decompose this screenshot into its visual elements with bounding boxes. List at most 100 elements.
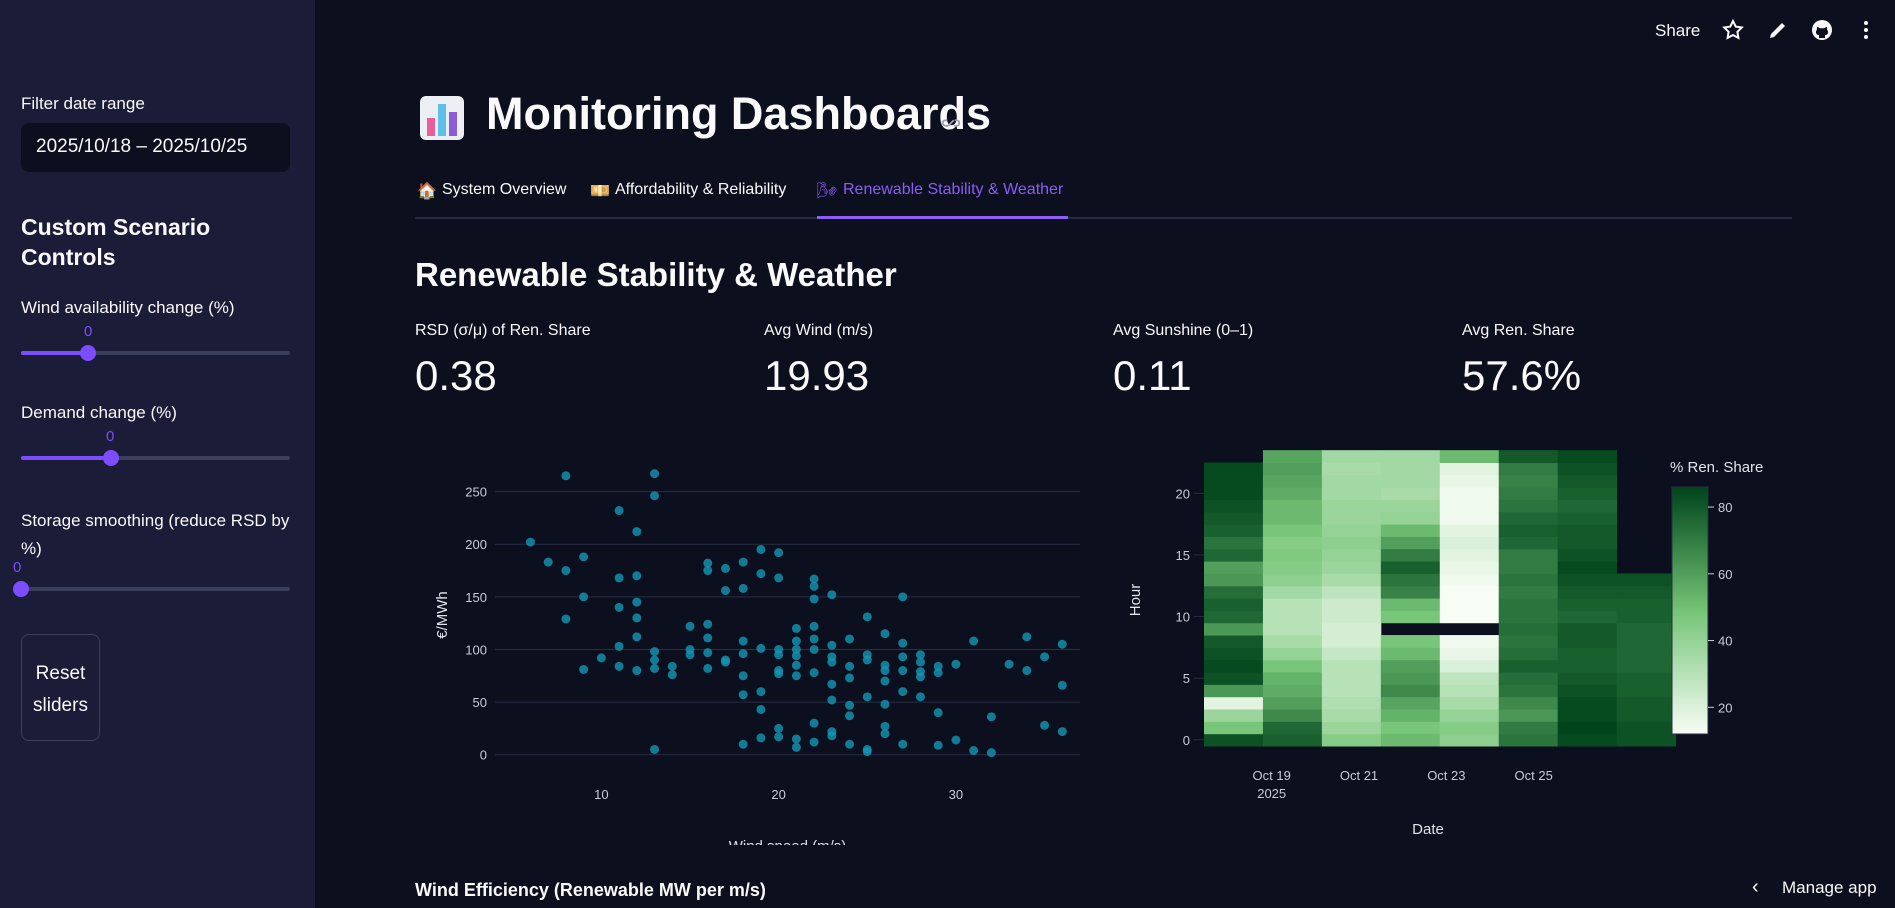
scatter-point xyxy=(809,644,819,654)
heatmap-cell xyxy=(1498,733,1559,747)
section-title: Renewable Stability & Weather xyxy=(415,256,897,293)
heatmap-cell xyxy=(1204,511,1264,525)
heatmap-cell xyxy=(1204,709,1264,722)
heatmap-cell xyxy=(1204,548,1264,562)
scatter-point xyxy=(986,748,996,758)
storage-slider-thumb[interactable] xyxy=(13,581,29,597)
scatter-point xyxy=(845,634,855,644)
tab-system-overview[interactable]: System Overview xyxy=(442,181,567,198)
heatmap-cell xyxy=(1204,474,1264,488)
heatmap-cell xyxy=(1321,622,1382,636)
heatmap-cell xyxy=(1616,573,1677,587)
scatter-point xyxy=(667,670,677,680)
scatter-point xyxy=(862,692,872,702)
pencil-icon[interactable] xyxy=(1766,18,1790,42)
heatmap-cell xyxy=(1498,684,1559,698)
heatmap-cell xyxy=(1439,536,1500,550)
heatmap-cell xyxy=(1262,733,1323,747)
heatmap-cell xyxy=(1204,721,1264,735)
link-icon[interactable] xyxy=(940,112,962,134)
scatter-point xyxy=(614,573,624,583)
github-icon[interactable] xyxy=(1810,18,1834,42)
heatmap-cell xyxy=(1321,524,1382,537)
scatter-point xyxy=(632,597,642,607)
heatmap-cell xyxy=(1204,610,1264,624)
heatmap-cell xyxy=(1321,635,1382,648)
heatmap-cell xyxy=(1380,672,1441,685)
scatter-point xyxy=(969,746,979,756)
scatter-point xyxy=(845,661,855,671)
heatmap-cell xyxy=(1557,672,1618,685)
x-tick-label: Oct 25 xyxy=(1515,768,1553,783)
scatter-point xyxy=(650,655,660,665)
heatmap-cell xyxy=(1321,561,1382,574)
heatmap-cell xyxy=(1380,462,1441,476)
demand-slider-thumb[interactable] xyxy=(103,450,119,466)
scatter-point xyxy=(1057,727,1067,737)
scatter-point xyxy=(1022,632,1032,642)
scatter-point xyxy=(791,644,801,654)
heatmap-cell xyxy=(1262,524,1323,537)
scatter-point xyxy=(738,671,748,681)
scatter-point xyxy=(774,650,784,660)
heatmap-cell xyxy=(1557,511,1618,525)
heatmap-cell xyxy=(1321,499,1382,513)
tab-renewable-stability[interactable]: Renewable Stability & Weather xyxy=(843,181,1064,198)
heatmap-cell xyxy=(1557,561,1618,574)
scatter-point xyxy=(756,643,766,653)
heatmap-cell xyxy=(1262,622,1323,636)
more-vertical-icon[interactable] xyxy=(1854,18,1878,42)
date-range-input[interactable]: 2025/10/18 – 2025/10/25 xyxy=(21,123,290,172)
metric-wind-label: Avg Wind (m/s) xyxy=(764,322,874,339)
heatmap-cell xyxy=(1439,598,1500,611)
heatmap-cell xyxy=(1439,721,1500,735)
reset-sliders-button[interactable]: Reset sliders xyxy=(21,634,100,741)
tab-affordability-reliability[interactable]: Affordability & Reliability xyxy=(615,181,787,198)
scatter-point xyxy=(1040,652,1050,662)
scatter-point xyxy=(738,636,748,646)
wind-slider-thumb[interactable] xyxy=(80,345,96,361)
heatmap-cell xyxy=(1498,709,1559,722)
scatter-point xyxy=(650,491,660,501)
heatmap-cell xyxy=(1498,487,1559,500)
heatmap-cell xyxy=(1321,709,1382,722)
heatmap-cell xyxy=(1616,696,1677,710)
heatmap-cell xyxy=(1380,548,1441,562)
heatmap-cell xyxy=(1380,721,1441,735)
ren-share-heatmap-chart[interactable]: 0 5 10 15 20 Oct 19 2025 Oct 21 Oct 23 Oct 25 Date… xyxy=(1120,440,1792,845)
scatter-point xyxy=(969,636,979,646)
manage-app-button[interactable]: Manage app xyxy=(1722,866,1895,908)
demand-slider-track[interactable] xyxy=(21,456,290,460)
price-vs-wind-scatter-chart[interactable]: 0 50 100 150 200 250 10 20 30 Wind speed (m/s) €/M… xyxy=(415,440,1095,845)
heatmap-cell xyxy=(1321,450,1382,463)
scatter-point xyxy=(845,739,855,749)
heatmap-cell xyxy=(1262,585,1323,599)
heatmap-cell xyxy=(1439,511,1500,525)
scatter-point xyxy=(756,544,766,554)
heatmap-cell xyxy=(1380,474,1441,488)
heatmap-cell xyxy=(1262,684,1323,698)
wind-slider-track[interactable] xyxy=(21,351,290,355)
heatmap-cell xyxy=(1439,696,1500,710)
heatmap-cell xyxy=(1498,598,1559,611)
heatmap-cell xyxy=(1321,659,1382,673)
scatter-point xyxy=(1057,680,1067,690)
heatmap-cell xyxy=(1380,487,1441,500)
heatmap-cell xyxy=(1321,598,1382,611)
heatmap-cell xyxy=(1616,733,1677,747)
share-button[interactable]: Share xyxy=(1655,21,1701,40)
heatmap-cell xyxy=(1262,696,1323,710)
heatmap-cell xyxy=(1498,696,1559,710)
heatmap-cell xyxy=(1204,684,1264,698)
heatmap-cell xyxy=(1262,647,1323,661)
heatmap-cell xyxy=(1262,487,1323,500)
star-icon[interactable] xyxy=(1721,18,1745,42)
y-tick-label: 0 xyxy=(1183,733,1190,748)
storage-slider-track[interactable] xyxy=(21,587,290,591)
heatmap-cell xyxy=(1380,610,1441,624)
heatmap-cell xyxy=(1439,548,1500,562)
scatter-point xyxy=(756,704,766,714)
heatmap-cell xyxy=(1204,622,1264,636)
y-axis-title: Hour xyxy=(1127,584,1144,617)
scatter-point xyxy=(632,527,642,537)
